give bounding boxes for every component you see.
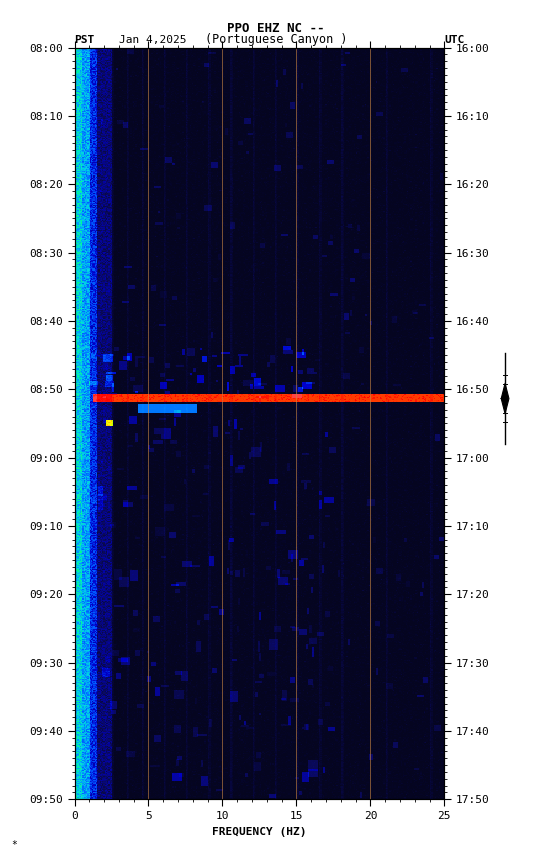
Text: *: *	[11, 841, 17, 850]
Text: UTC: UTC	[444, 35, 465, 45]
Text: (Portuguese Canyon ): (Portuguese Canyon )	[205, 33, 347, 46]
X-axis label: FREQUENCY (HZ): FREQUENCY (HZ)	[212, 827, 307, 836]
Text: PPO EHZ NC --: PPO EHZ NC --	[227, 22, 325, 35]
Polygon shape	[501, 384, 509, 414]
Text: Jan 4,2025: Jan 4,2025	[119, 35, 186, 45]
Text: PST: PST	[75, 35, 95, 45]
